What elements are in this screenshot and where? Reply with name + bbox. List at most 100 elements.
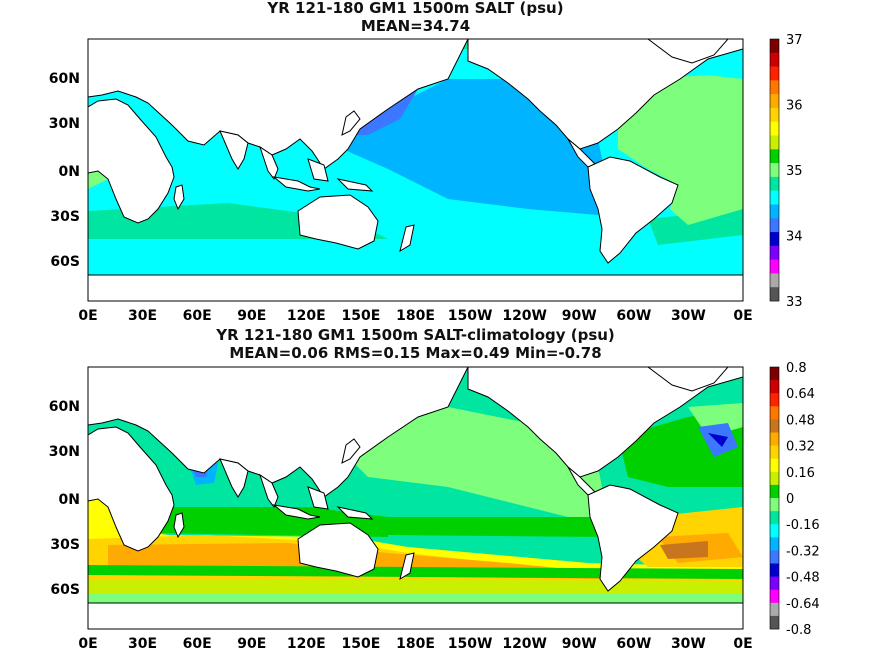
lon-tick-label: 30E — [128, 636, 157, 652]
lat-tick-label: 60S — [50, 254, 80, 270]
lon-tick-label: 30W — [671, 308, 706, 324]
colorbar-swatch — [770, 163, 779, 178]
lon-tick-label: 0E — [78, 636, 97, 652]
top-lat-tick-labels: 60N 30N 0N 30S 60S — [49, 71, 80, 270]
colorbar-swatch — [770, 273, 779, 288]
lat-tick-label: 60S — [50, 582, 80, 598]
lon-tick-label: 0E — [733, 308, 752, 324]
bottom-lon-tick-labels: 0E 30E 60E 90E 120E 150E 180E 150W 120W 90W 60W 30W… — [78, 636, 752, 652]
colorbar-swatch — [770, 232, 779, 247]
lon-tick-label: 0E — [733, 636, 752, 652]
colorbar-frame — [769, 366, 780, 630]
lon-tick-label: 150E — [342, 308, 381, 324]
lon-tick-label: 120E — [287, 636, 326, 652]
colorbar-swatch — [770, 458, 779, 473]
colorbar-swatch — [770, 471, 779, 486]
lon-tick-label: 60E — [183, 636, 212, 652]
colorbar-swatch — [770, 393, 779, 407]
colorbar-swatch — [770, 259, 779, 274]
colorbar-tick-label: 37 — [786, 33, 803, 48]
lat-tick-label: 60N — [49, 399, 80, 415]
colorbar-tick-label: 0.16 — [786, 466, 815, 481]
colorbar-swatch — [770, 589, 779, 604]
bottom-map-panel — [88, 367, 743, 629]
lon-tick-label: 90E — [237, 308, 266, 324]
colorbar-frame — [769, 38, 780, 302]
lon-tick-label: 60W — [616, 636, 651, 652]
lon-tick-label: 90E — [237, 636, 266, 652]
lon-tick-label: 90W — [562, 636, 597, 652]
colorbar-swatch — [770, 190, 779, 205]
lon-tick-label: 120W — [502, 636, 547, 652]
lon-tick-label: 60E — [183, 308, 212, 324]
colorbar-tick-label: 0.48 — [786, 413, 815, 428]
lon-tick-label: 150E — [342, 636, 381, 652]
top-map-panel — [88, 39, 743, 301]
colorbar-swatch — [770, 287, 779, 302]
colorbar-swatch — [770, 537, 779, 551]
bottom-lat-tick-labels: 60N 30N 0N 30S 60S — [49, 399, 80, 598]
lon-tick-label: 180E — [396, 636, 435, 652]
colorbar-swatch — [770, 576, 779, 590]
top-title-line1: YR 121-180 GM1 1500m SALT (psu) — [267, 0, 564, 17]
colorbar-swatch — [770, 445, 779, 459]
colorbar-swatch — [770, 121, 779, 136]
bottom-map-frame — [87, 366, 744, 630]
colorbar-tick-label: 0.64 — [786, 387, 815, 402]
colorbar-tick-label: -0.16 — [786, 518, 820, 533]
colorbar-swatch — [770, 245, 779, 260]
lon-tick-label: 120E — [287, 308, 326, 324]
colorbar-swatch — [770, 66, 779, 81]
lon-tick-label: 120W — [502, 308, 547, 324]
colorbar-swatch — [770, 94, 779, 109]
colorbar-swatch — [770, 204, 779, 219]
colorbar-swatch — [770, 419, 779, 433]
bottom-colorbar: 0.8 0.64 0.48 0.32 0.16 0 -0.16 -0.32 -0.48 -0.64… — [769, 361, 820, 638]
lat-tick-label: 30S — [50, 209, 80, 225]
colorbar-swatch — [770, 406, 779, 420]
lat-tick-label: 30N — [49, 444, 80, 460]
bottom-title-line2: MEAN=0.06 RMS=0.15 Max=0.49 Min=-0.78 — [229, 344, 602, 362]
colorbar-tick-label: -0.8 — [786, 623, 811, 638]
colorbar-swatch — [770, 432, 779, 446]
colorbar-swatch — [770, 498, 779, 512]
lon-tick-label: 150W — [448, 308, 493, 324]
colorbar-tick-label: 0.8 — [786, 361, 807, 376]
top-lon-tick-labels: 0E 30E 60E 90E 120E 150E 180E 150W 120W 90W 60W 30W… — [78, 308, 752, 324]
colorbar-swatch — [770, 218, 779, 233]
colorbar-tick-label: -0.32 — [786, 544, 820, 559]
colorbar-tick-label: 35 — [786, 164, 803, 179]
colorbar-tick-label: -0.64 — [786, 597, 820, 612]
lon-tick-label: 150W — [448, 636, 493, 652]
top-map-frame — [87, 38, 744, 302]
lon-tick-label: 30E — [128, 308, 157, 324]
colorbar-tick-label: 34 — [786, 230, 803, 245]
colorbar-swatch — [770, 367, 779, 381]
colorbar-tick-label: -0.48 — [786, 571, 820, 586]
lat-tick-label: 0N — [59, 164, 80, 180]
colorbar-tick-label: 33 — [786, 295, 803, 310]
colorbar-swatch — [770, 52, 779, 67]
colorbar-swatch — [770, 563, 779, 577]
colorbar-tick-label: 0 — [786, 492, 794, 507]
colorbar-swatch — [770, 80, 779, 95]
colorbar-swatch — [770, 615, 779, 630]
colorbar-swatch — [770, 380, 779, 394]
colorbar-tick-label: 36 — [786, 99, 803, 114]
colorbar-swatch — [770, 484, 779, 499]
colorbar-swatch — [770, 176, 779, 191]
top-title-line2: MEAN=34.74 — [360, 17, 471, 35]
lon-tick-label: 180E — [396, 308, 435, 324]
colorbar-swatch — [770, 602, 779, 617]
bottom-title-line1: YR 121-180 GM1 1500m SALT-climatology (p… — [216, 326, 615, 344]
colorbar-tick-label: 0.32 — [786, 440, 815, 455]
lat-tick-label: 0N — [59, 492, 80, 508]
lat-tick-label: 30S — [50, 537, 80, 553]
lon-tick-label: 0E — [78, 308, 97, 324]
top-colorbar: 37 36 35 34 33 — [769, 33, 803, 310]
colorbar-swatch — [770, 135, 779, 150]
colorbar-swatch — [770, 39, 779, 54]
colorbar-swatch — [770, 511, 779, 525]
colorbar-swatch — [770, 550, 779, 564]
